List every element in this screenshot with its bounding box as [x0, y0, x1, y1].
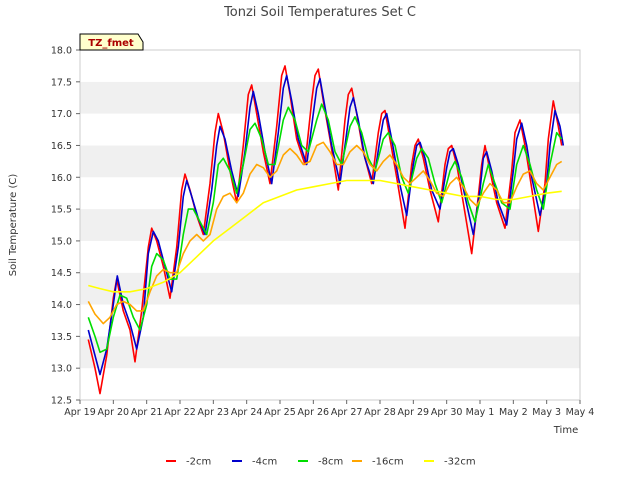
x-tick-label: Apr 26	[298, 407, 330, 418]
y-axis-label: Soil Temperature (C)	[8, 174, 19, 277]
x-tick-label: May 3	[532, 407, 561, 418]
x-axis-ticks: Apr 19 Apr 20 Apr 21 Apr 22 Apr 23 Apr 24 Apr …	[64, 400, 594, 418]
x-tick-label: May 1	[466, 407, 495, 418]
legend-label: -16cm	[372, 457, 404, 468]
series-line-minus-4cm	[87, 74, 565, 376]
grid-band	[80, 304, 580, 337]
legend-label: -4cm	[252, 457, 277, 468]
series-line-minus-32cm	[88, 179, 562, 293]
x-tick-label: Apr 25	[264, 407, 296, 418]
y-tick-label: 14.0	[51, 300, 72, 311]
x-tick-label: Apr 22	[164, 407, 196, 418]
x-tick-label: Apr 21	[131, 407, 163, 418]
y-tick-label: 13.0	[51, 364, 72, 375]
grid-band	[80, 50, 580, 82]
grid-bands	[80, 50, 580, 400]
chart-title: Tonzi Soil Temperatures Set C	[223, 5, 416, 20]
y-tick-label: 13.5	[51, 332, 72, 343]
y-axis-ticks: 12.5 13.0 13.5 14.0 14.5 15.0 15.5 16.0 16.5 17.0…	[51, 46, 80, 407]
y-tick-label: 17.0	[51, 109, 72, 120]
y-tick-label: 14.5	[51, 268, 72, 279]
grid-band	[80, 209, 580, 241]
plot-area	[79, 49, 581, 401]
legend-label: -2cm	[186, 457, 211, 468]
series-lines	[87, 65, 565, 395]
x-tick-label: May 4	[566, 407, 595, 418]
grid-band	[80, 81, 580, 114]
x-tick-label: Apr 30	[431, 407, 463, 418]
grid-band	[80, 336, 580, 369]
y-tick-label: 18.0	[51, 46, 72, 57]
series-line-minus-16cm	[87, 141, 563, 325]
x-axis-label: Time	[553, 425, 578, 436]
legend: -2cm -4cm -8cm -16cm -32cm	[166, 457, 476, 468]
legend-label: -8cm	[318, 457, 343, 468]
x-tick-label: May 2	[499, 407, 528, 418]
x-tick-label: Apr 23	[198, 407, 230, 418]
grid-band	[80, 145, 580, 178]
x-tick-label: Apr 19	[64, 407, 96, 418]
y-tick-label: 17.5	[51, 77, 72, 88]
annotation-label: TZ_fmet	[88, 38, 134, 49]
x-tick-label: Apr 20	[98, 407, 130, 418]
x-tick-label: Apr 27	[331, 407, 363, 418]
y-tick-label: 12.5	[51, 396, 72, 407]
annotation-box: TZ_fmet	[79, 33, 144, 51]
grid-band	[80, 368, 580, 400]
y-tick-label: 16.0	[51, 173, 72, 184]
series-line-minus-8cm	[87, 103, 563, 354]
legend-label: -32cm	[444, 457, 476, 468]
grid-band	[80, 272, 580, 305]
y-tick-label: 15.0	[51, 236, 72, 247]
y-tick-label: 15.5	[51, 205, 72, 216]
x-tick-label: Apr 29	[398, 407, 430, 418]
x-tick-label: Apr 24	[231, 407, 263, 418]
x-tick-label: Apr 28	[364, 407, 396, 418]
y-tick-label: 16.5	[51, 141, 72, 152]
